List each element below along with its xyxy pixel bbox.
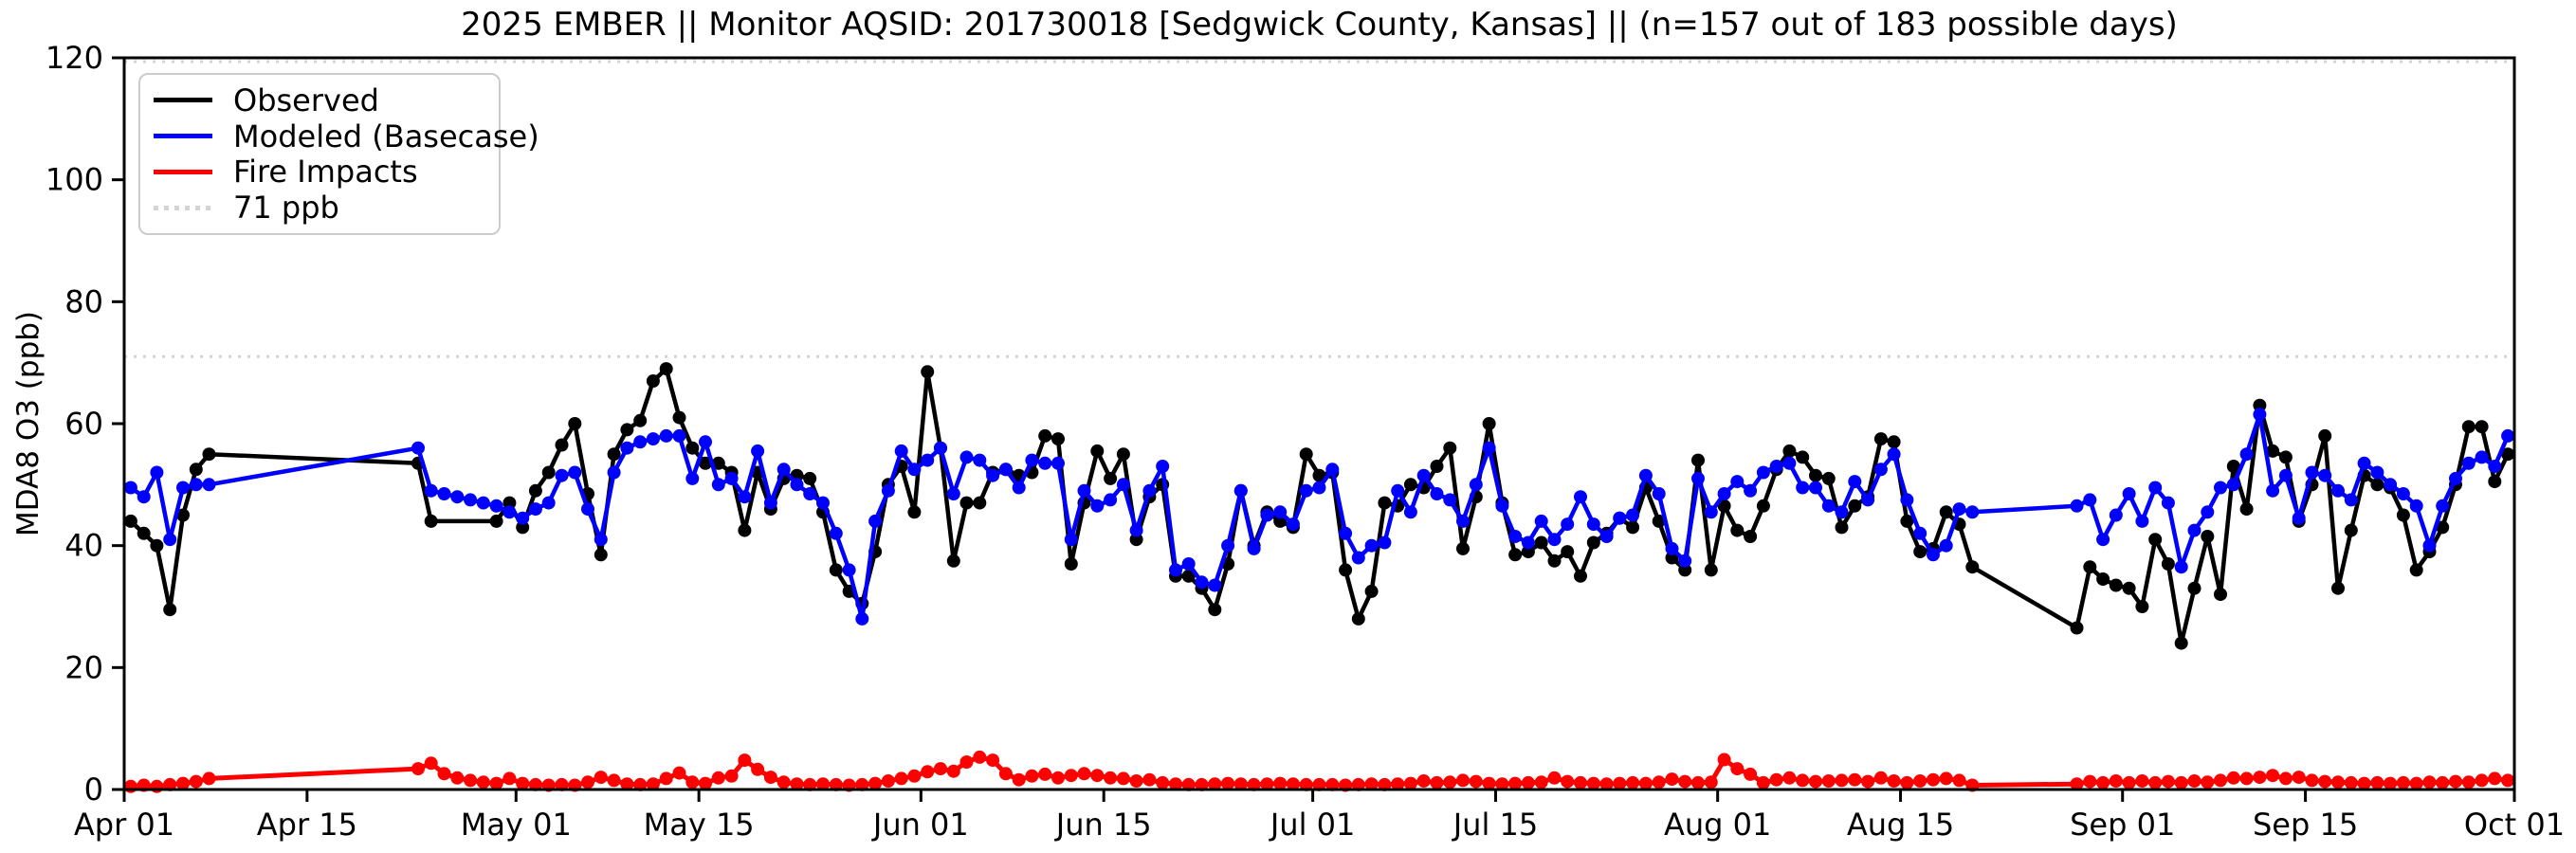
legend-label-observed: Observed bbox=[233, 82, 379, 118]
svg-text:Aug 15: Aug 15 bbox=[1847, 807, 1954, 843]
chart-title: 2025 EMBER || Monitor AQSID: 201730018 [… bbox=[461, 6, 2178, 44]
svg-text:Sep 01: Sep 01 bbox=[2070, 807, 2175, 843]
svg-text:80: 80 bbox=[64, 283, 103, 319]
legend-item-observed: Observed bbox=[154, 85, 485, 116]
svg-text:60: 60 bbox=[64, 406, 103, 442]
modeled-line-icon bbox=[154, 134, 212, 139]
legend-item-fire-impacts: Fire Impacts bbox=[154, 156, 485, 187]
legend: Observed Modeled (Basecase) Fire Impacts… bbox=[138, 73, 539, 235]
svg-text:Jul 15: Jul 15 bbox=[1452, 807, 1539, 843]
svg-text:Jul 01: Jul 01 bbox=[1269, 807, 1356, 843]
svg-text:Jun 15: Jun 15 bbox=[1054, 807, 1152, 843]
svg-text:20: 20 bbox=[64, 649, 103, 685]
svg-text:Oct 01: Oct 01 bbox=[2464, 807, 2565, 843]
svg-text:May 15: May 15 bbox=[644, 807, 755, 843]
svg-text:Apr 15: Apr 15 bbox=[257, 807, 357, 843]
y-axis-label: MDA8 O3 (ppb) bbox=[11, 310, 46, 537]
legend-label-threshold: 71 ppb bbox=[233, 190, 339, 227]
fire-impacts-line-icon bbox=[154, 169, 212, 174]
svg-text:Jun 01: Jun 01 bbox=[871, 807, 969, 843]
svg-text:100: 100 bbox=[46, 162, 103, 198]
svg-text:40: 40 bbox=[64, 528, 103, 564]
observed-line-icon bbox=[154, 98, 212, 103]
svg-text:Aug 01: Aug 01 bbox=[1664, 807, 1771, 843]
legend-label-fire-impacts: Fire Impacts bbox=[233, 154, 418, 191]
legend-item-threshold: 71 ppb bbox=[154, 192, 485, 223]
svg-text:Apr 01: Apr 01 bbox=[74, 807, 174, 843]
threshold-dotted-line-icon bbox=[154, 205, 212, 210]
svg-text:0: 0 bbox=[84, 771, 103, 808]
svg-text:May 01: May 01 bbox=[461, 807, 572, 843]
legend-label-modeled: Modeled (Basecase) bbox=[233, 118, 539, 154]
svg-text:Sep 15: Sep 15 bbox=[2253, 807, 2358, 843]
legend-item-modeled: Modeled (Basecase) bbox=[154, 121, 539, 152]
svg-text:120: 120 bbox=[46, 40, 103, 76]
